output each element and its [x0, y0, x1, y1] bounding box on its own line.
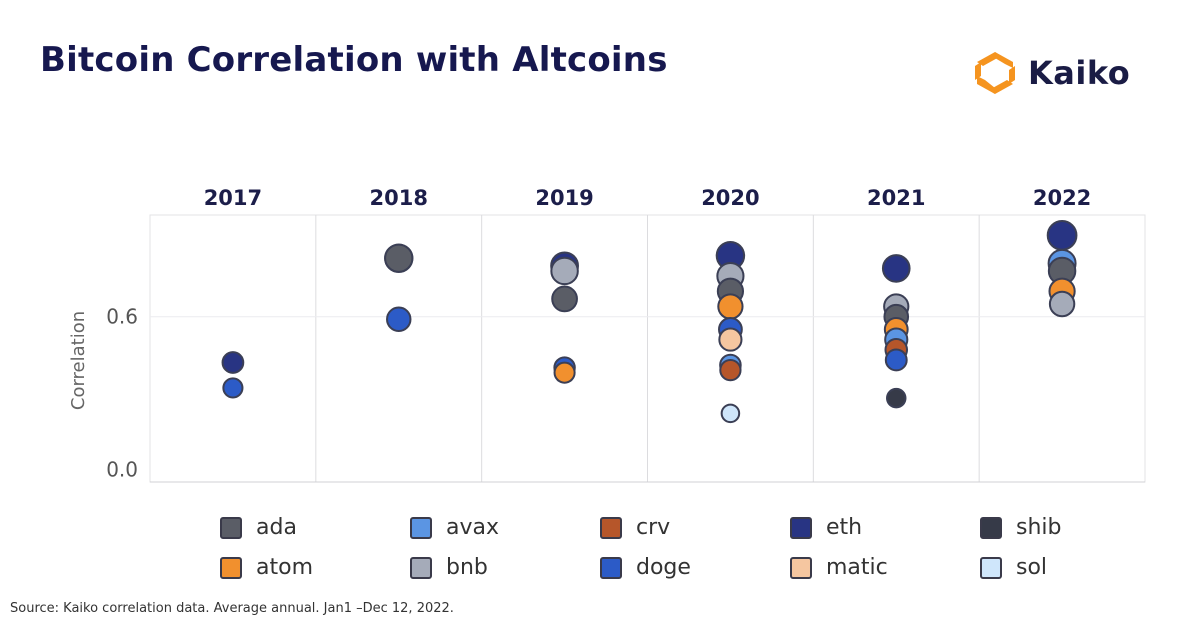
- source-note: Source: Kaiko correlation data. Average …: [10, 601, 454, 616]
- legend-item-bnb[interactable]: bnb: [410, 555, 488, 580]
- kaiko-logo-icon: [975, 52, 1015, 94]
- legend-label: ada: [256, 515, 297, 540]
- scatter-chart: 0.0 0.6 Correlation 2017 2018 2019 2020 2021 202…: [68, 186, 1146, 483]
- legend-item-sol[interactable]: sol: [980, 555, 1047, 580]
- legend-item-atom[interactable]: atom: [220, 555, 313, 580]
- legend-swatch-atom: [220, 556, 242, 579]
- legend-item-matic[interactable]: matic: [790, 555, 888, 580]
- point-sol-2020: [720, 403, 741, 424]
- year-header-2020: 2020: [701, 186, 759, 210]
- legend-swatch-matic: [790, 556, 812, 579]
- y-axis-label: Correlation: [68, 311, 89, 410]
- point-bnb-2019: [550, 256, 579, 286]
- legend-item-shib[interactable]: shib: [980, 515, 1061, 540]
- legend-label: atom: [256, 555, 313, 580]
- legend-swatch-ada: [220, 516, 242, 539]
- legend-swatch-avax: [410, 516, 432, 539]
- year-header-2018: 2018: [370, 186, 428, 210]
- year-header-2021: 2021: [867, 186, 925, 210]
- legend-label: avax: [446, 515, 500, 540]
- point-shib-2021: [886, 387, 907, 409]
- point-crv-2020: [719, 358, 742, 382]
- legend-label: doge: [636, 555, 691, 580]
- legend-swatch-eth: [790, 516, 812, 539]
- point-matic-2020: [718, 327, 743, 352]
- point-bnb-2022: [1048, 290, 1076, 318]
- point-eth-2017: [221, 351, 245, 374]
- year-header-2019: 2019: [535, 186, 593, 210]
- point-eth-2021: [881, 254, 911, 283]
- legend-swatch-doge: [600, 556, 622, 579]
- point-atom-2020: [717, 293, 744, 320]
- y-tick-label: 0.0: [106, 457, 138, 481]
- year-header-2022: 2022: [1033, 186, 1091, 210]
- point-ada-2018: [384, 243, 414, 273]
- legend-swatch-sol: [980, 556, 1002, 579]
- y-tick-label: 0.6: [106, 305, 138, 329]
- legend-item-eth[interactable]: eth: [790, 515, 862, 540]
- brand-logo: Kaiko: [972, 50, 1130, 96]
- legend-swatch-shib: [980, 516, 1002, 539]
- legend-item-doge[interactable]: doge: [600, 555, 691, 580]
- legend-label: matic: [826, 555, 888, 580]
- legend-label: eth: [826, 515, 863, 540]
- legend-label: crv: [636, 515, 671, 540]
- legend-label: sol: [1016, 555, 1048, 580]
- legend-label: bnb: [446, 555, 488, 580]
- legend-label: shib: [1016, 515, 1062, 540]
- brand-name: Kaiko: [1028, 54, 1131, 92]
- point-atom-2019: [553, 361, 576, 384]
- legend-swatch-bnb: [410, 556, 432, 579]
- point-doge-2018: [386, 306, 412, 332]
- point-doge-2017: [222, 377, 244, 399]
- legend-swatch-crv: [600, 516, 622, 539]
- year-header-2017: 2017: [204, 186, 262, 210]
- point-doge-2021: [884, 348, 908, 372]
- legend-item-avax[interactable]: avax: [410, 515, 499, 540]
- chart-title: Bitcoin Correlation with Altcoins: [40, 40, 668, 80]
- point-eth-2022: [1046, 219, 1078, 251]
- point-ada-2019: [551, 285, 578, 313]
- legend-item-ada[interactable]: ada: [220, 515, 297, 540]
- legend-item-crv[interactable]: crv: [600, 515, 670, 540]
